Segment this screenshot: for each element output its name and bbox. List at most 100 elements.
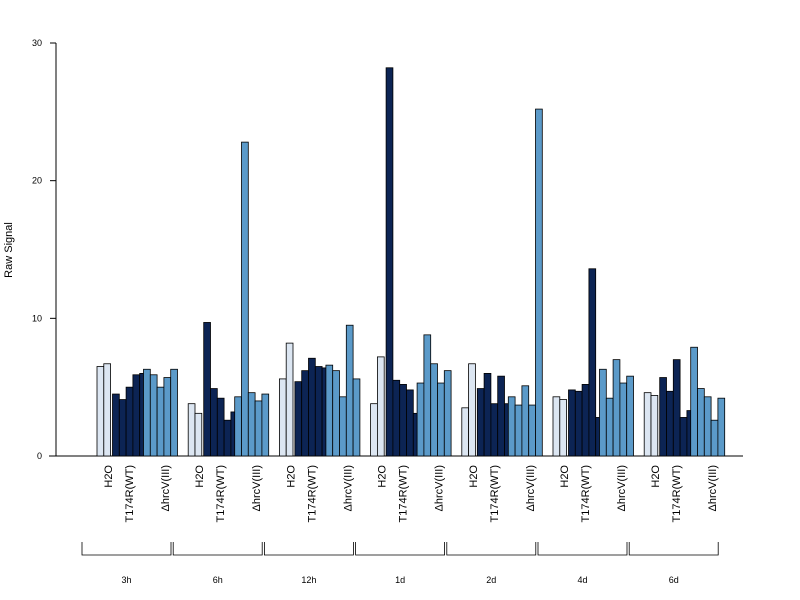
- group-bracket-12h: [264, 542, 354, 556]
- bar-2d-2-4: [535, 108, 543, 457]
- category-label: ΔhrcV(III): [160, 465, 172, 511]
- bar-1d-2-0: [416, 382, 425, 457]
- bar-1d-0-1: [376, 356, 385, 457]
- category-label: T174R(WT): [398, 465, 410, 522]
- bar-1d-1-3: [406, 389, 414, 457]
- bar-12h-0-0: [278, 378, 287, 457]
- bar-1d-1-1: [392, 379, 401, 457]
- group-bracket-3h: [81, 542, 172, 556]
- category-label: ΔhrcV(III): [525, 465, 537, 511]
- bar-12h-1-3: [314, 366, 323, 457]
- group-label: 6d: [669, 575, 679, 585]
- bar-6d-0-1: [650, 395, 659, 457]
- bar-6d-1-3: [679, 417, 688, 457]
- category-label: H2O: [559, 465, 571, 488]
- bar-2d-1-0: [476, 388, 485, 457]
- bar-2d-2-1: [514, 404, 523, 457]
- category-labels: H2O T174R(WT) ΔhrcV(III) H2O T174R(WT) ΔhrcV(…: [103, 465, 719, 523]
- category-label: T174R(WT): [124, 465, 136, 522]
- category-label: T174R(WT): [580, 465, 592, 522]
- bar-12h-0-1: [285, 342, 294, 457]
- bar-6d-2-4: [717, 397, 726, 457]
- y-tick-label: 30: [32, 38, 42, 48]
- bar-6h-2-3: [254, 400, 263, 457]
- y-tick-label: 10: [32, 313, 42, 323]
- bar-6d-1-2: [672, 359, 681, 457]
- group-bracket-1d: [355, 542, 445, 556]
- bar-1d-2-2: [430, 363, 438, 457]
- bar-12h-1-1: [301, 370, 309, 457]
- group-brackets: 3h 6h 12h 1d 2d 4d 6d: [81, 542, 719, 585]
- group-bracket-6h: [172, 542, 263, 556]
- bar-1d-2-4: [443, 370, 452, 457]
- bar-6h-0-1: [194, 412, 203, 457]
- bar-2d-0-1: [468, 363, 476, 457]
- category-label: H2O: [468, 465, 480, 488]
- bar-6h-1-1: [210, 388, 218, 457]
- category-label: H2O: [103, 465, 115, 488]
- category-label: ΔhrcV(III): [251, 465, 263, 511]
- bar-3h-2-2: [156, 386, 165, 457]
- bar-6d-2-3: [710, 419, 719, 457]
- bar-6d-2-2: [703, 396, 712, 457]
- group-label: 3h: [121, 575, 131, 585]
- bar-1d-2-1: [423, 334, 432, 457]
- bar-12h-1-0: [294, 381, 303, 457]
- bar-3h-0-1: [103, 363, 112, 457]
- y-tick-label: 0: [37, 451, 42, 461]
- bar-12h-2-3: [345, 324, 354, 457]
- bar-6h-1-2: [216, 397, 225, 457]
- category-label: ΔhrcV(III): [434, 465, 446, 511]
- bar-6d-1-0: [659, 377, 667, 457]
- y-axis-title: Raw Signal: [3, 222, 15, 278]
- bar-4d-2-3: [619, 382, 628, 457]
- bar-1d-2-3: [437, 382, 445, 457]
- category-label: T174R(WT): [489, 465, 501, 522]
- category-label: T174R(WT): [215, 465, 227, 522]
- bar-2d-2-2: [521, 385, 530, 457]
- bar-2d-1-3: [497, 375, 505, 457]
- category-label: H2O: [194, 465, 206, 488]
- group-label: 4d: [577, 575, 587, 585]
- group-label: 2d: [486, 575, 496, 585]
- bar-4d-0-1: [559, 399, 567, 457]
- bar-1d-1-2: [399, 384, 407, 457]
- group-bracket-2d: [446, 542, 537, 556]
- group-bracket-4d: [537, 542, 628, 556]
- bar-3h-1-0: [112, 393, 120, 457]
- bar-1d-0-0: [370, 403, 378, 457]
- group-bracket-6d: [628, 542, 719, 556]
- bar-3h-1-2: [125, 386, 134, 457]
- bar-3h-2-4: [170, 368, 178, 457]
- bar-4d-1-3: [588, 268, 597, 457]
- category-label: H2O: [650, 465, 662, 488]
- bar-12h-2-0: [325, 364, 334, 457]
- bar-12h-2-2: [339, 396, 347, 457]
- bar-3h-1-1: [118, 399, 127, 457]
- group-label: 1d: [395, 575, 405, 585]
- group-label: 6h: [213, 575, 223, 585]
- bar-6d-2-1: [697, 388, 705, 457]
- category-label: H2O: [285, 465, 297, 488]
- bar-3h-2-3: [163, 377, 172, 457]
- bar-3h-0-0: [96, 366, 105, 457]
- bar-3h-1-3: [132, 374, 141, 457]
- bar-6d-0-0: [643, 392, 652, 457]
- bar-4d-2-1: [605, 397, 614, 457]
- category-label: T174R(WT): [671, 465, 683, 522]
- y-tick-label: 20: [32, 176, 42, 186]
- bars: [96, 67, 726, 457]
- bar-6h-2-4: [261, 393, 270, 457]
- bar-6h-1-0: [203, 322, 211, 457]
- bar-6h-2-0: [234, 396, 242, 457]
- bar-6h-0-0: [187, 403, 196, 457]
- bar-4d-1-0: [568, 389, 576, 457]
- bar-3h-2-1: [149, 374, 158, 457]
- bar-12h-1-2: [308, 357, 316, 457]
- category-label: T174R(WT): [306, 465, 318, 522]
- group-label: 12h: [301, 575, 316, 585]
- bar-12h-2-1: [332, 370, 340, 457]
- bar-6d-2-0: [690, 346, 698, 457]
- bar-2d-1-1: [483, 372, 492, 457]
